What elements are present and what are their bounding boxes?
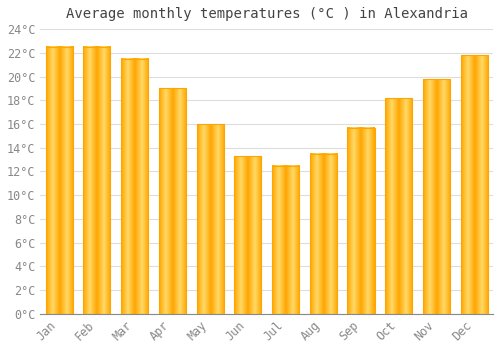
Bar: [121, 59, 148, 314]
Bar: [460, 55, 488, 314]
Bar: [348, 127, 374, 314]
Bar: [423, 79, 450, 314]
Bar: [84, 47, 110, 314]
Bar: [272, 166, 299, 314]
Title: Average monthly temperatures (°C ) in Alexandria: Average monthly temperatures (°C ) in Al…: [66, 7, 468, 21]
Bar: [46, 47, 73, 314]
Bar: [310, 154, 337, 314]
Bar: [196, 124, 224, 314]
Bar: [234, 156, 262, 314]
Bar: [385, 98, 412, 314]
Bar: [159, 89, 186, 314]
